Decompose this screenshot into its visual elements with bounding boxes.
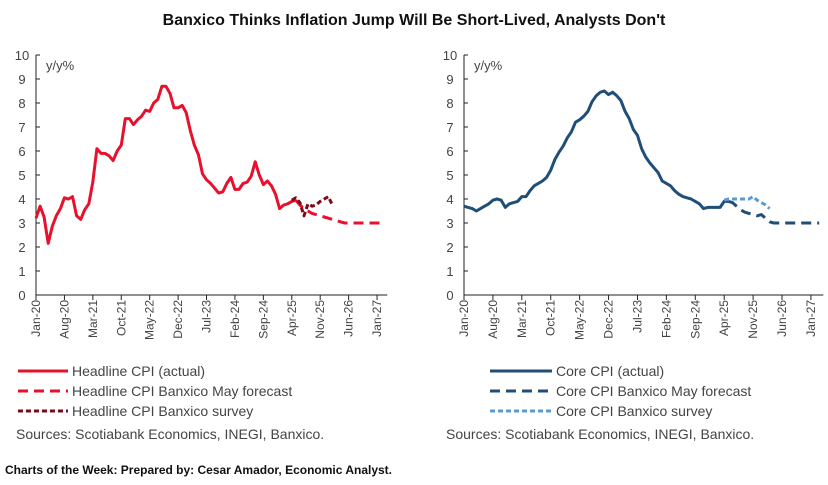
series-line-solid [463,89,729,213]
x-tick-label: Oct-21 [544,300,558,336]
x-tick-label: Sep-24 [688,300,702,339]
y-tick-label: 2 [446,240,453,255]
y-tick-label: 3 [446,216,453,231]
y-tick-label: 1 [446,264,453,279]
x-tick-label: Jan-27 [370,300,384,337]
y-tick-label: 6 [446,144,453,159]
x-tick-label: Jan-27 [804,300,818,337]
x-tick-label: Apr-25 [285,300,299,336]
legend-label: Headline CPI (actual) [72,363,205,379]
x-tick-label: Apr-25 [717,300,731,336]
y-axis-unit-label: y/y% [474,58,503,73]
sources-note: Sources: Scotiabank Economics, INEGI, Ba… [16,426,324,442]
y-tick-label: 7 [446,120,453,135]
x-tick-label: Jul-23 [630,300,644,333]
legend-label: Headline CPI Banxico survey [72,403,253,419]
y-tick-label: 6 [18,144,25,159]
y-tick-label: 1 [18,264,25,279]
x-tick-label: Dec-22 [171,300,185,339]
legend-label: Headline CPI Banxico May forecast [72,383,292,399]
x-tick-label: Jul-23 [200,300,214,333]
y-tick-label: 8 [18,96,25,111]
legend-label: Core CPI Banxico May forecast [556,383,751,399]
legend-label: Core CPI (actual) [556,363,664,379]
y-tick-label: 4 [18,192,25,207]
chart-title: Banxico Thinks Inflation Jump Will Be Sh… [163,12,666,29]
x-tick-label: Feb-24 [659,300,673,338]
y-tick-label: 5 [18,168,25,183]
y-tick-label: 7 [18,120,25,135]
x-tick-label: Sep-24 [256,300,270,339]
series-line-dashed [294,199,386,225]
x-tick-label: Nov-25 [313,300,327,339]
x-tick-label: Jun-26 [775,300,789,337]
x-tick-label: Aug-20 [486,300,500,339]
x-tick-label: Nov-25 [746,300,760,339]
core-cpi-chart: 0 1 2 3 4 5 6 7 8 9 10 y/y% Jan-20 Aug-20 Mar-21 Oct-21… [443,48,824,442]
series-line-dotted [723,195,771,210]
y-axis-unit-label: y/y% [46,58,75,73]
y-tick-label: 0 [446,288,453,303]
y-tick-label: 0 [18,288,25,303]
x-tick-label: Aug-20 [57,300,71,339]
x-tick-label: Jan-20 [29,300,43,337]
x-tick-label: Oct-21 [114,300,128,336]
x-tick-label: Feb-24 [228,300,242,338]
series-line-dotted [291,195,334,218]
y-tick-label: 2 [18,240,25,255]
legend-label: Core CPI Banxico survey [556,403,712,419]
series-line-solid [34,84,297,245]
x-tick-label: Mar-21 [86,300,100,338]
x-tick-label: Jun-26 [342,300,356,337]
y-tick-label: 10 [443,48,457,63]
x-tick-label: Jan-20 [457,300,471,337]
y-tick-label: 10 [15,48,29,63]
sources-note: Sources: Scotiabank Economics, INEGI, Ba… [446,426,754,442]
y-tick-label: 3 [18,216,25,231]
y-tick-label: 8 [446,96,453,111]
x-tick-label: Dec-22 [602,300,616,339]
x-tick-label: May-22 [573,300,587,340]
headline-cpi-chart: 0 1 2 3 4 5 6 7 8 9 10 y/y% Jan-20 Aug-20 Mar-21 Oct-21… [15,48,388,442]
y-tick-label: 4 [446,192,453,207]
series-line-dashed [727,199,820,225]
y-tick-label: 9 [446,72,453,87]
footer-credit: Charts of the Week: Prepared by: Cesar A… [5,463,392,477]
x-tick-label: Mar-21 [515,300,529,338]
x-tick-label: May-22 [143,300,157,340]
y-tick-label: 5 [446,168,453,183]
y-tick-label: 9 [18,72,25,87]
